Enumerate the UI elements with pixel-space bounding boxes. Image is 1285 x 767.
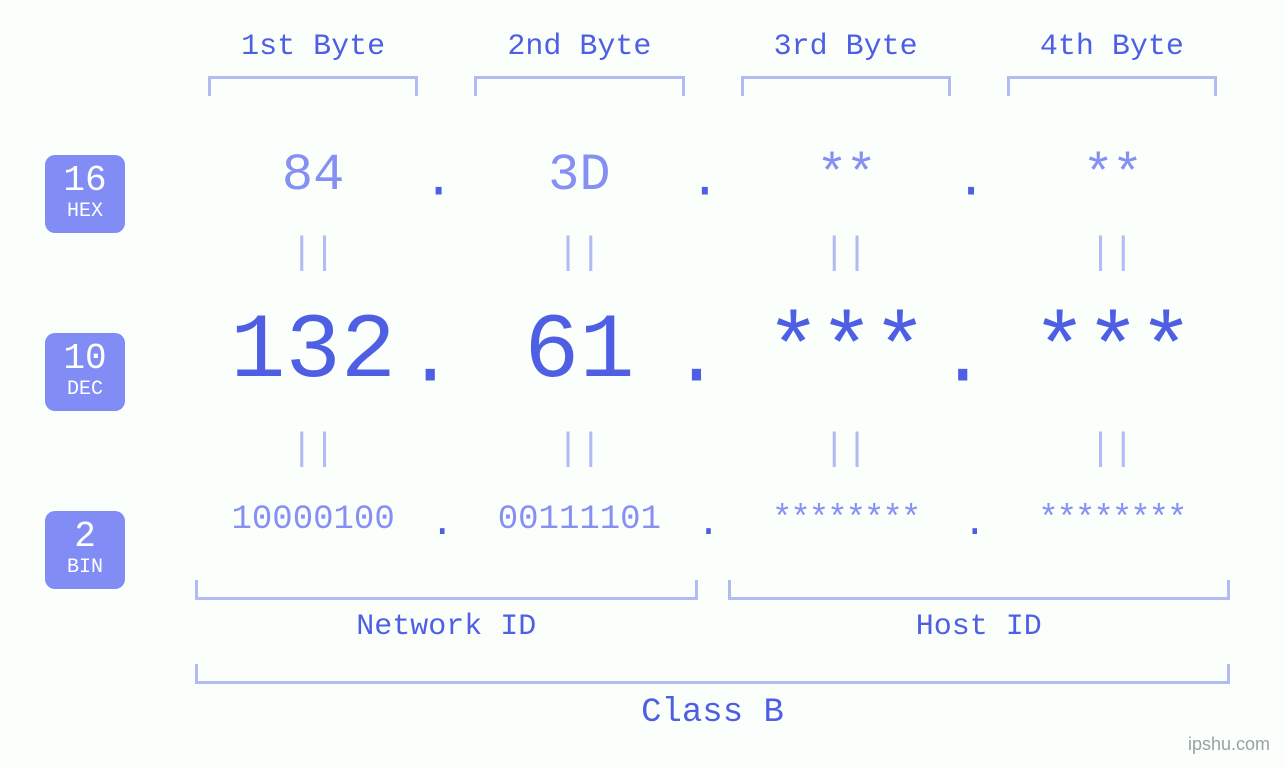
- equals-cell: ||: [180, 232, 446, 275]
- hex-value: 3D: [548, 146, 610, 205]
- equals-cell: ||: [979, 232, 1245, 275]
- equals-cell: ||: [713, 428, 979, 471]
- badge-dec: 10 DEC: [45, 333, 125, 411]
- badge-label: DEC: [45, 379, 125, 401]
- hex-cell: 84.: [180, 146, 446, 205]
- equals-cell: ||: [446, 428, 712, 471]
- bottom-brackets: Network ID Host ID Class B: [180, 580, 1245, 732]
- hex-cell: **.: [713, 146, 979, 205]
- equals-cell: ||: [180, 428, 446, 471]
- network-id-bracket: Network ID: [195, 580, 698, 644]
- byte-header-3: 3rd Byte: [713, 30, 979, 96]
- badge-num: 16: [45, 163, 125, 199]
- equals-row: || || || ||: [180, 424, 1245, 474]
- hex-value: **: [816, 146, 874, 205]
- host-id-label: Host ID: [728, 610, 1231, 644]
- byte-header-label: 4th Byte: [979, 30, 1245, 64]
- bracket-bottom: [195, 580, 698, 600]
- hex-value: 84: [282, 146, 344, 205]
- byte-header-label: 3rd Byte: [713, 30, 979, 64]
- dec-cell: 132.: [180, 299, 446, 404]
- mid-brackets-row: Network ID Host ID: [180, 580, 1245, 644]
- bin-value: ********: [772, 501, 919, 539]
- badge-num: 10: [45, 341, 125, 377]
- class-bracket: Class B: [195, 664, 1230, 732]
- badge-label: BIN: [45, 557, 125, 579]
- data-grid: 84. 3D. **. ** || || || || 132. 61. ***.…: [180, 140, 1245, 547]
- dec-value: ***: [1032, 299, 1192, 404]
- hex-row: 84. 3D. **. **: [180, 140, 1245, 210]
- badge-hex: 16 HEX: [45, 155, 125, 233]
- hex-cell: 3D.: [446, 146, 712, 205]
- hex-cell: **: [979, 146, 1245, 205]
- equals-row: || || || ||: [180, 228, 1245, 278]
- base-badges: 16 HEX 10 DEC 2 BIN: [45, 155, 125, 589]
- dec-cell: 61.: [446, 299, 712, 404]
- equals-cell: ||: [713, 232, 979, 275]
- byte-header-1: 1st Byte: [180, 30, 446, 96]
- hex-value: **: [1083, 146, 1141, 205]
- network-id-label: Network ID: [195, 610, 698, 644]
- bin-row: 10000100. 00111101. ********. ********: [180, 492, 1245, 547]
- byte-header-label: 1st Byte: [180, 30, 446, 64]
- bracket-top: [208, 76, 418, 96]
- dec-cell: ***.: [713, 299, 979, 404]
- byte-header-2: 2nd Byte: [446, 30, 712, 96]
- dec-row: 132. 61. ***. ***: [180, 296, 1245, 406]
- bin-value: 10000100: [232, 501, 395, 539]
- dec-cell: ***: [979, 299, 1245, 404]
- byte-header-4: 4th Byte: [979, 30, 1245, 96]
- bracket-top: [741, 76, 951, 96]
- badge-num: 2: [45, 519, 125, 555]
- bin-value: ********: [1038, 501, 1185, 539]
- badge-label: HEX: [45, 201, 125, 223]
- bin-cell: 10000100.: [180, 501, 446, 539]
- bin-value: 00111101: [498, 501, 661, 539]
- watermark: ipshu.com: [1188, 734, 1270, 755]
- byte-headers-row: 1st Byte 2nd Byte 3rd Byte 4th Byte: [180, 30, 1245, 96]
- class-label: Class B: [195, 694, 1230, 732]
- badge-bin: 2 BIN: [45, 511, 125, 589]
- equals-cell: ||: [979, 428, 1245, 471]
- dec-value: 61: [524, 299, 634, 404]
- bracket-bottom: [195, 664, 1230, 684]
- bracket-top: [474, 76, 684, 96]
- host-id-bracket: Host ID: [728, 580, 1231, 644]
- bin-cell: 00111101.: [446, 501, 712, 539]
- byte-header-label: 2nd Byte: [446, 30, 712, 64]
- equals-cell: ||: [446, 232, 712, 275]
- bracket-bottom: [728, 580, 1231, 600]
- dec-value: ***: [766, 299, 926, 404]
- bin-cell: ********: [979, 501, 1245, 539]
- bracket-top: [1007, 76, 1217, 96]
- bin-cell: ********.: [713, 501, 979, 539]
- dec-value: 132: [230, 299, 396, 404]
